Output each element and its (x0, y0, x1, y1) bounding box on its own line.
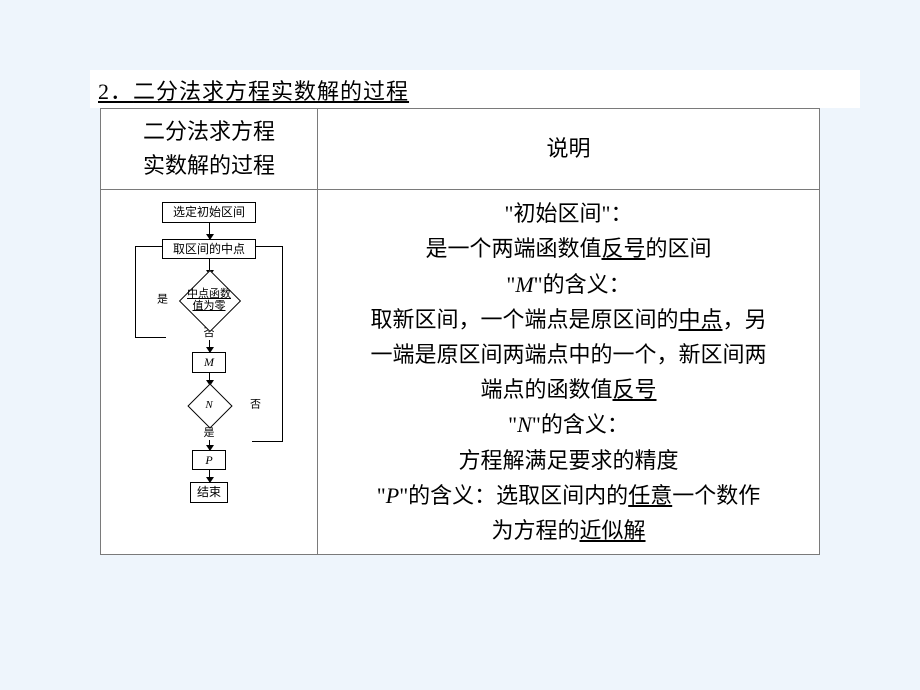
exp-l5a: 一端是原区间两端点中的一个，新区间两 (370, 342, 766, 367)
exp-l3b: "的含义： (534, 272, 631, 297)
exp-l2u: 反号 (601, 236, 645, 261)
exp-l6a: 端点的函数值 (480, 377, 612, 402)
diamond1-line2: 值为零 (193, 300, 226, 312)
exp-l9a: " (377, 483, 386, 508)
exp-l7b: "的含义： (532, 412, 629, 437)
exp-l7a: " (508, 412, 517, 437)
flow-diamond1-row: 中点函数 值为零 是 否 (129, 275, 289, 340)
exp-l10a: 为方程的 (491, 518, 579, 543)
flow-step2-row: 取区间的中点 (129, 239, 289, 259)
heading-sep: ． (110, 79, 133, 104)
exp-l7n: N (517, 412, 532, 437)
flow-end-box: 结束 (190, 482, 228, 502)
flow-arrow-6 (209, 470, 210, 482)
diamond1-yes-label: 是 (157, 293, 168, 306)
diamond1-label: 中点函数 值为零 (173, 275, 245, 325)
exp-l4a: 取新区间，一个端点是原区间的 (370, 307, 678, 332)
heading-title: 二分法求方程实数解的过程 (133, 79, 409, 104)
flow-p-row: P (129, 450, 289, 470)
exp-l9b: "的含义：选取区间内的 (399, 483, 628, 508)
exp-l10u: 近似解 (580, 518, 646, 543)
diamond1-line1: 中点函数 (187, 288, 231, 300)
main-table: 二分法求方程 实数解的过程 说明 选定 (100, 108, 820, 555)
flow-step1-row: 选定初始区间 (129, 202, 289, 222)
header-left-line2: 实数解的过程 (143, 153, 275, 178)
exp-l8a: 方程解满足要求的精度 (458, 448, 678, 473)
header-left-cell: 二分法求方程 实数解的过程 (101, 109, 318, 190)
flow-center-column: 选定初始区间 取区间的中点 (129, 202, 289, 502)
explanation-cell: "初始区间"： 是一个两端函数值反号的区间 "M"的含义： 取新区间，一个端点是… (318, 190, 820, 555)
flow-m-box: M (192, 352, 226, 372)
flow-m-text: M (204, 355, 214, 369)
exp-l2b: 的区间 (646, 236, 712, 261)
header-left-line1: 二分法求方程 (143, 119, 275, 144)
flow-diamond2-row: N 否 是 (129, 385, 289, 440)
section-heading: 2．二分法求方程实数解的过程 (98, 79, 409, 104)
content-area: 二分法求方程 实数解的过程 说明 选定 (100, 108, 820, 555)
exp-l4b: ，另 (723, 307, 767, 332)
exp-l9u: 任意 (628, 483, 672, 508)
exp-l1: "初始区间"： (505, 201, 633, 226)
flow-end-row: 结束 (129, 482, 289, 502)
heading-bar: 2．二分法求方程实数解的过程 (90, 70, 860, 108)
slide-page: 2．二分法求方程实数解的过程 二分法求方程 实数解的过程 说明 (0, 0, 920, 690)
exp-l6u: 反号 (613, 377, 657, 402)
diamond2-label: N (173, 385, 245, 425)
diamond2-no-label: 否 (250, 398, 261, 411)
flow-step1-box: 选定初始区间 (162, 202, 256, 222)
exp-l9c: 一个数作 (672, 483, 760, 508)
heading-number: 2 (98, 79, 110, 104)
exp-l3m: M (515, 272, 533, 297)
flow-arrow-5 (209, 440, 210, 450)
flow-p-box: P (192, 450, 226, 470)
flow-m-row: M (129, 352, 289, 372)
flow-p-text: P (205, 453, 212, 467)
flow-diamond1: 中点函数 值为零 是 (173, 275, 245, 325)
flow-arrow-1 (209, 223, 210, 239)
table-body-row: 选定初始区间 取区间的中点 (101, 190, 820, 555)
diamond2-text: N (205, 399, 212, 411)
flowchart: 选定初始区间 取区间的中点 (129, 202, 289, 502)
flowchart-cell: 选定初始区间 取区间的中点 (101, 190, 318, 555)
exp-l3a: " (506, 272, 515, 297)
flow-diamond2: N 否 (173, 385, 245, 425)
explanation-text: "初始区间"： 是一个两端函数值反号的区间 "M"的含义： 取新区间，一个端点是… (326, 196, 811, 548)
flow-step2-box: 取区间的中点 (162, 239, 256, 259)
table-header-row: 二分法求方程 实数解的过程 说明 (101, 109, 820, 190)
flow-arrow-3 (209, 340, 210, 352)
exp-l2a: 是一个两端函数值 (425, 236, 601, 261)
exp-l4u: 中点 (678, 307, 722, 332)
header-right-text: 说明 (546, 136, 590, 161)
exp-l9p: P (386, 483, 399, 508)
header-right-cell: 说明 (318, 109, 820, 190)
